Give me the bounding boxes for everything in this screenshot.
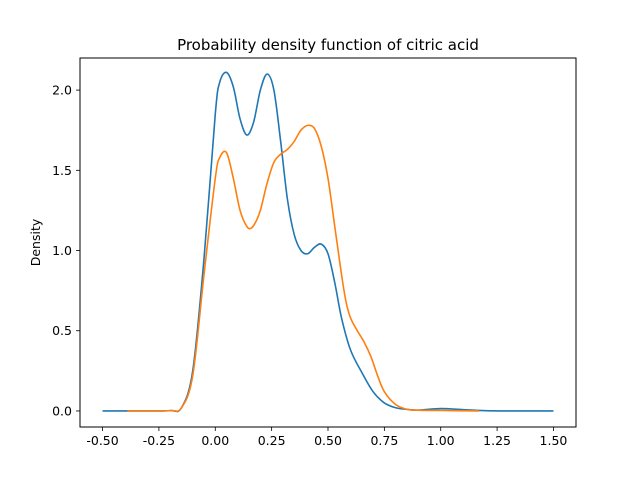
density-series-2-line <box>127 124 480 412</box>
x-tick-label: 0.25 <box>258 433 286 448</box>
series-group <box>102 71 554 413</box>
y-tick-label: 2.0 <box>52 83 72 98</box>
plot-frame <box>79 57 577 428</box>
x-tick-label: 0.50 <box>314 433 342 448</box>
x-tick-label: 1.00 <box>427 433 455 448</box>
x-axis-ticks: -0.50 -0.25 0.00 0.25 0.50 0.75 1.00 1.25 1.50 <box>86 427 567 448</box>
x-tick-label: -0.50 <box>86 433 118 448</box>
y-tick-label: 1.0 <box>52 243 72 258</box>
y-axis-label: Density <box>28 218 43 266</box>
y-tick-label: 0.0 <box>52 403 72 418</box>
chart-title: Probability density function of citric a… <box>177 36 479 54</box>
x-tick-label: 1.50 <box>540 433 568 448</box>
x-tick-label: 1.25 <box>483 433 511 448</box>
y-axis-ticks: 0.0 0.5 1.0 1.5 2.0 <box>52 83 80 418</box>
x-tick-label: -0.25 <box>143 433 175 448</box>
y-tick-label: 1.5 <box>52 163 72 178</box>
x-tick-label: 0.75 <box>370 433 398 448</box>
x-tick-label: 0.00 <box>201 433 229 448</box>
y-tick-label: 0.5 <box>52 323 72 338</box>
